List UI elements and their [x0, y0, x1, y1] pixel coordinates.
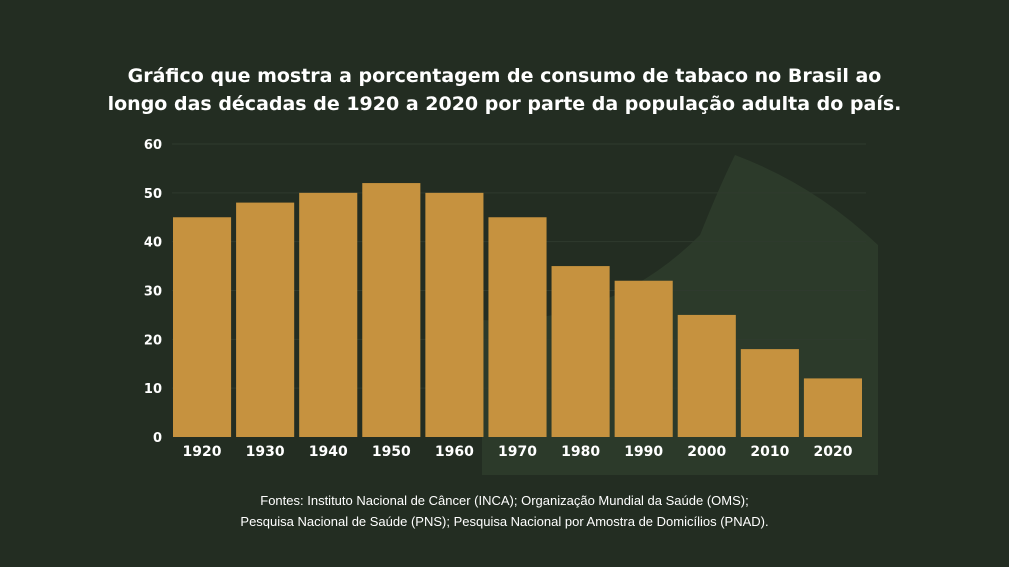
- bar-1960: [425, 192, 484, 437]
- bar-1970: [488, 217, 547, 437]
- y-tick-label: 20: [144, 333, 162, 348]
- bar-1990: [614, 280, 673, 437]
- chart-title-line-2: longo das décadas de 1920 a 2020 por par…: [107, 93, 902, 115]
- x-tick-label: 1940: [309, 444, 348, 460]
- bar-2000: [677, 314, 736, 437]
- x-tick-label: 1920: [183, 444, 222, 460]
- bar-1950: [362, 183, 421, 437]
- sources-line-1: Fontes: Instituto Nacional de Câncer (IN…: [260, 493, 749, 508]
- x-tick-label: 1990: [624, 444, 663, 460]
- bar-1920: [173, 217, 232, 437]
- x-tick-label: 1970: [498, 444, 537, 460]
- x-tick-label: 1950: [372, 444, 411, 460]
- x-axis-ticks: 1920 1930 1940 1950 1960 1970 1980 1990 2000 2010…: [183, 444, 853, 460]
- y-tick-label: 40: [144, 236, 162, 251]
- y-tick-label: 60: [144, 138, 162, 153]
- bar-2020: [803, 378, 862, 437]
- y-tick-label: 10: [144, 382, 162, 397]
- x-tick-label: 1930: [246, 444, 285, 460]
- x-tick-label: 2020: [813, 444, 852, 460]
- y-tick-label: 30: [144, 285, 162, 300]
- bars: [173, 183, 862, 437]
- y-tick-label: 0: [153, 431, 162, 446]
- x-tick-label: 2000: [687, 444, 726, 460]
- chart-title: Gráfico que mostra a porcentagem de cons…: [0, 62, 1009, 118]
- y-tick-label: 50: [144, 187, 162, 202]
- bar-1930: [236, 202, 295, 437]
- x-tick-label: 1960: [435, 444, 474, 460]
- x-tick-label: 2010: [750, 444, 789, 460]
- bar-2010: [740, 349, 799, 437]
- chart-title-line-1: Gráfico que mostra a porcentagem de cons…: [127, 65, 882, 87]
- x-tick-label: 1980: [561, 444, 600, 460]
- bar-1940: [299, 192, 358, 437]
- bar-1980: [551, 266, 610, 437]
- sources-note: Fontes: Instituto Nacional de Câncer (IN…: [0, 490, 1009, 532]
- y-axis-ticks: 0 10 20 30 40 50 60: [144, 138, 162, 446]
- sources-line-2: Pesquisa Nacional de Saúde (PNS); Pesqui…: [240, 514, 769, 529]
